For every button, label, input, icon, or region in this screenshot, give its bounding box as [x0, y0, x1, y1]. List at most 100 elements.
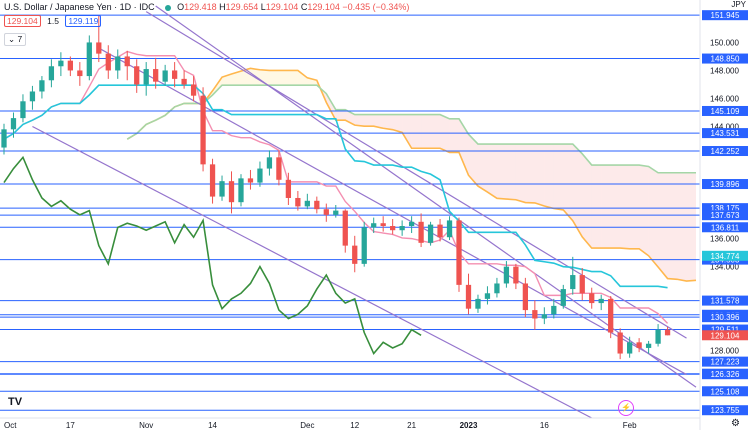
cloud-segment: [572, 144, 583, 237]
candle-body: [617, 332, 623, 354]
chart-header: U.S. Dollar / Japanese Yen · 1D · IDC O1…: [4, 2, 409, 12]
candle-body: [532, 310, 538, 319]
candle: [20, 94, 26, 123]
candle-body: [408, 221, 415, 227]
level-badge-label: 129.511: [711, 326, 740, 335]
candle: [532, 300, 538, 330]
gear-icon[interactable]: ⚙: [731, 418, 740, 429]
candle: [399, 220, 405, 236]
sell-button[interactable]: 129.104: [4, 15, 41, 27]
candle-body: [608, 298, 614, 333]
time-tick-label: Feb: [623, 421, 637, 430]
candle-body: [105, 53, 111, 71]
buy-button[interactable]: 129.119: [65, 15, 102, 27]
candle-body: [551, 305, 557, 315]
ohlc-close: C129.104: [300, 2, 340, 12]
cloud-segment: [515, 144, 526, 203]
candle-body: [437, 224, 443, 238]
cloud-segment: [591, 165, 602, 249]
candle: [617, 328, 623, 360]
candle: [456, 217, 462, 292]
currency-label[interactable]: JPY: [731, 0, 746, 9]
candle: [285, 172, 292, 205]
candle-body: [77, 70, 83, 77]
candle: [465, 273, 472, 315]
candle-body: [475, 298, 481, 309]
candle-body: [190, 84, 197, 96]
candle: [323, 203, 329, 222]
level-badge: [702, 53, 748, 64]
candle-body: [664, 329, 671, 336]
candle-body: [636, 342, 642, 348]
candle-body: [181, 78, 187, 85]
level-badge: [702, 312, 748, 323]
candle-body: [333, 210, 339, 215]
candle-body: [295, 197, 301, 207]
indicators-count: 7: [17, 34, 23, 44]
symbol-title[interactable]: U.S. Dollar / Japanese Yen · 1D · IDC: [4, 2, 155, 12]
tradingview-logo-icon: TV: [8, 396, 23, 408]
cloud-segment: [449, 118, 460, 153]
axis-badge: [702, 250, 748, 261]
cloud-segment: [231, 71, 241, 86]
candle: [115, 49, 121, 79]
level-badge-label: 130.396: [711, 313, 740, 322]
time-tick-label: Oct: [4, 421, 17, 430]
price-tick-label: 146.000: [710, 94, 739, 103]
candle-body: [522, 283, 529, 311]
candle: [513, 263, 519, 290]
cloud-segment: [477, 144, 488, 193]
level-badge: [702, 203, 748, 214]
cloud-segment: [620, 165, 630, 249]
cloud-segment: [582, 153, 592, 249]
cloud-segment: [288, 70, 298, 86]
candle: [342, 209, 348, 253]
candle: [314, 196, 320, 214]
indicators-toggle[interactable]: ⌄ 7: [4, 33, 27, 46]
candle: [664, 326, 671, 336]
level-badge-label: 125.108: [711, 387, 740, 396]
candle: [105, 45, 111, 79]
candle: [598, 294, 604, 311]
candle: [522, 277, 529, 318]
candle: [124, 50, 130, 81]
change-value: −0.435 (−0.34%): [342, 2, 410, 12]
lightning-icon[interactable]: ⚡: [618, 400, 634, 416]
candle: [655, 324, 661, 347]
candle: [247, 169, 254, 190]
spread-value: 1.5: [47, 16, 59, 26]
candle-body: [266, 157, 273, 169]
candle-body: [390, 226, 396, 231]
level-badge: [702, 356, 748, 367]
candle-body: [209, 164, 216, 197]
price-tick-label: 128.000: [710, 347, 739, 356]
candle: [190, 76, 197, 102]
candle-body: [323, 209, 329, 215]
cloud-segment: [563, 144, 573, 221]
candle: [276, 150, 282, 186]
candle-body: [96, 42, 102, 54]
candle: [551, 298, 557, 319]
candle-body: [570, 275, 576, 290]
candle-body: [304, 200, 310, 207]
level-badge-label: 148.850: [711, 55, 740, 64]
candle-body: [219, 181, 225, 197]
level-badge-label: 136.811: [711, 223, 740, 232]
candle: [570, 256, 576, 295]
candle: [484, 286, 491, 305]
candle: [29, 85, 36, 110]
candle-body: [456, 220, 462, 285]
time-tick-label: 14: [208, 421, 217, 430]
candle: [446, 216, 453, 241]
candles: [1, 15, 671, 360]
cloud-segment: [553, 144, 564, 210]
candle-body: [257, 168, 263, 183]
candle: [58, 52, 64, 77]
candle-body: [124, 56, 130, 67]
candle: [636, 338, 642, 353]
candle-body: [58, 60, 64, 67]
level-badge: [702, 128, 748, 139]
time-tick-label: 21: [407, 421, 416, 430]
